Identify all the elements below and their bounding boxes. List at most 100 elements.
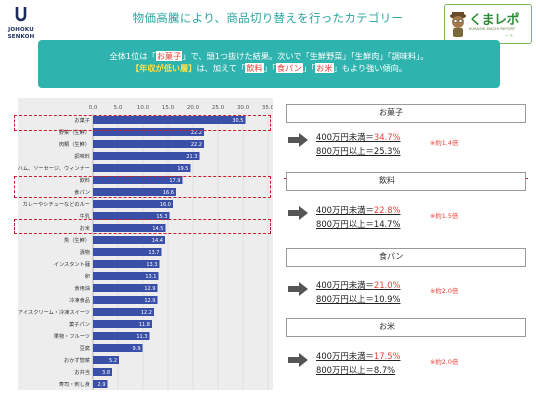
category-label: お米 — [80, 224, 91, 232]
arrow-right-icon — [288, 353, 308, 367]
low-income-stat: 400万円未満＝17.5% — [316, 350, 400, 362]
stat-value: 22.8% — [373, 205, 401, 215]
data-label: 12.2 — [141, 310, 152, 316]
category-label: 卵 — [85, 272, 90, 280]
summary-highlight: 食パン — [275, 63, 303, 73]
category-label: アイスクリーム・冷凍スイーツ — [18, 308, 90, 316]
stat-value: 21.0% — [373, 280, 401, 290]
summary-highlight: 飲料 — [245, 63, 264, 73]
summary-line-2: 【年収が低い層】は、加えて「飲料」「食パン」「お米」もより強い傾向。 — [38, 62, 500, 74]
ratio-note: ※約2.0倍 — [430, 287, 459, 295]
summary-line-1: 全体1位は「お菓子」で、頭1つ抜けた結果。次いで「生鮮野菜」「生鮮肉」「調味料」… — [38, 50, 500, 62]
ratio-note: ※約1.5倍 — [430, 212, 459, 220]
bar — [93, 140, 204, 148]
category-label: カレーやシチューなどのルー — [23, 200, 90, 208]
summary-highlight: お米 — [315, 63, 334, 73]
data-label: 9.9 — [133, 346, 141, 352]
category-label: お菓子 — [74, 116, 90, 124]
bar — [93, 200, 173, 208]
category-name: 飲料 — [379, 176, 395, 185]
bar — [93, 272, 159, 280]
category-label: 牛乳 — [80, 212, 90, 220]
summary-text: 」で、頭1つ抜けた結果。次いで「生鮮野菜」「生鮮肉」「調味料」。 — [182, 51, 429, 61]
category-label: インスタント麺 — [54, 260, 90, 268]
logo-signature: ~ ✎ — [505, 33, 513, 38]
data-label: 22.2 — [191, 130, 202, 136]
high-income-stat: 800万円以上＝14.7% — [316, 219, 401, 229]
low-income-stat: 400万円未満＝21.0% — [316, 279, 400, 291]
summary-text: 」「 — [263, 63, 276, 73]
x-tick-label: 0.0 — [89, 105, 98, 111]
category-label: 調味料 — [74, 152, 90, 160]
stat-value: 17.5% — [373, 351, 401, 361]
category-label-box: 食パン — [286, 248, 526, 267]
high-income-stat: 800万円以上＝8.7% — [316, 365, 396, 375]
category-name: 食パン — [379, 252, 404, 261]
bar — [93, 284, 158, 292]
stat-label: 400万円未満＝ — [316, 132, 374, 142]
bar — [93, 260, 160, 268]
data-label: 2.9 — [98, 382, 106, 388]
bar — [93, 224, 166, 232]
category-name: お米 — [379, 322, 395, 331]
data-label: 11.3 — [136, 334, 147, 340]
bar — [93, 176, 183, 184]
data-label: 5.2 — [109, 358, 117, 364]
data-label: 13.7 — [148, 250, 159, 256]
bar — [93, 116, 246, 124]
bear-mascot-icon — [450, 12, 466, 37]
bar — [93, 188, 176, 196]
logo-text-line1: JOHOKU — [8, 27, 34, 33]
category-label: 食用油 — [74, 284, 90, 292]
data-label: 11.8 — [139, 322, 150, 328]
data-label: 14.4 — [152, 238, 163, 244]
bar — [93, 344, 143, 352]
bar — [93, 128, 204, 136]
x-tick-label: 15.0 — [162, 105, 175, 111]
data-label: 16.6 — [163, 190, 174, 196]
category-label-box: お菓子 — [286, 104, 526, 123]
category-label: おかず惣菜 — [64, 356, 90, 364]
data-label: 15.3 — [156, 214, 167, 220]
data-label: 19.5 — [177, 166, 188, 172]
bar — [93, 212, 170, 220]
bar — [93, 236, 165, 244]
bar-chart-panel: 0.0 5.0 10.0 15.0 20.0 25.0 30.0 35.0 お菓子 30.5 野菜（… — [18, 98, 273, 390]
category-label: 飲料 — [80, 176, 90, 184]
data-label: 21.3 — [186, 154, 197, 160]
category-label: お弁当 — [74, 368, 90, 376]
page-title: 物価高騰により、商品切り替えを行ったカテゴリー — [132, 11, 404, 25]
stat-label: 400万円未満＝ — [316, 351, 374, 361]
summary-emphasis: 【年収が低い層】 — [130, 63, 197, 73]
bar-chart: 0.0 5.0 10.0 15.0 20.0 25.0 30.0 35.0 お菓子 30.5 野菜（… — [18, 105, 273, 390]
data-label: 17.9 — [169, 178, 180, 184]
logo-text-line2: SENKOH — [7, 34, 35, 40]
category-label: ハム、ソーセージ、ウィンナー — [18, 164, 90, 172]
category-label: 冷凍食品 — [69, 296, 90, 304]
low-income-stat: 400万円未満＝22.8% — [316, 204, 400, 216]
x-tick-label: 30.0 — [237, 105, 250, 111]
high-income-stat: 800万円以上＝10.9% — [316, 294, 401, 304]
data-label: 12.9 — [144, 298, 155, 304]
x-tick-label: 25.0 — [212, 105, 225, 111]
category-label-box: 飲料 — [286, 172, 526, 191]
arrow-right-icon — [288, 206, 308, 220]
logo-brand-text: くまレポ — [469, 13, 520, 28]
summary-text: 全体1位は「 — [109, 51, 156, 61]
summary-highlight: お菓子 — [155, 51, 183, 61]
stat-label: 400万円未満＝ — [316, 205, 374, 215]
data-label: 3.8 — [102, 370, 110, 376]
category-label: 魚（生鮮） — [64, 236, 90, 244]
data-label: 16.0 — [160, 202, 171, 208]
bar — [93, 152, 200, 160]
high-income-stat: 800万円以上＝25.3% — [316, 146, 401, 156]
low-income-stat: 400万円未満＝34.7% — [316, 131, 400, 143]
x-tick-label: 10.0 — [137, 105, 150, 111]
bar — [93, 164, 191, 172]
bar — [93, 368, 112, 376]
arrow-right-icon — [288, 282, 308, 296]
x-tick-label: 5.0 — [114, 105, 123, 111]
category-label: 野菜（生鮮） — [59, 128, 90, 136]
bar — [93, 356, 119, 364]
category-name: お菓子 — [379, 108, 403, 117]
